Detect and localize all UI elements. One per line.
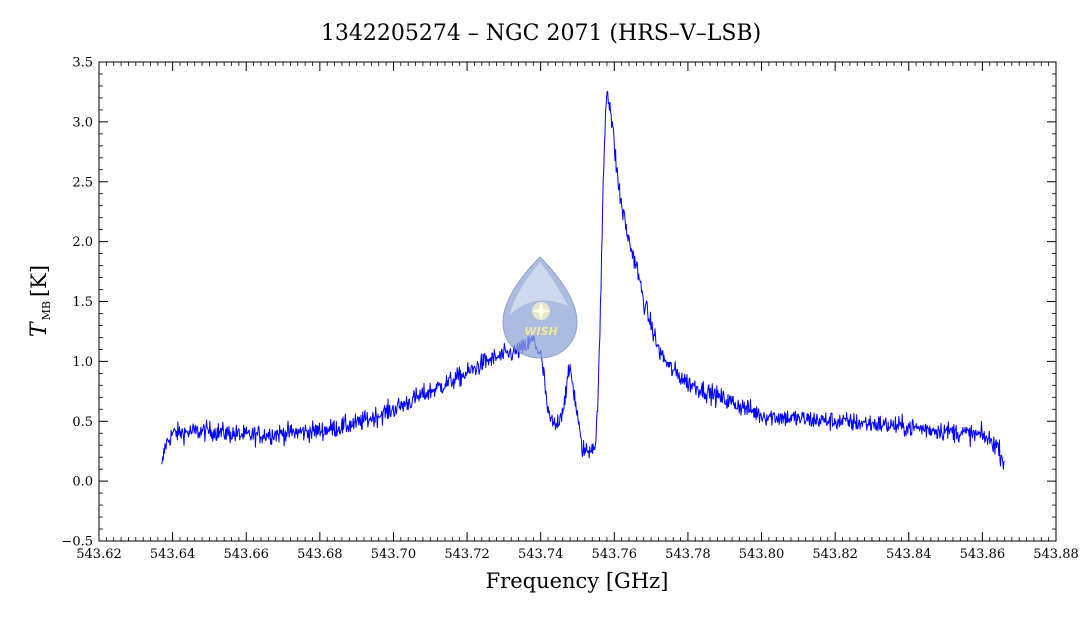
y-tick-label: 0.0 bbox=[72, 475, 93, 490]
y-tick-label: 3.0 bbox=[72, 115, 93, 130]
x-tick-label: 543.64 bbox=[150, 547, 196, 562]
x-tick-label: 543.88 bbox=[1033, 547, 1079, 562]
logo-highlight bbox=[510, 262, 568, 315]
y-axis-ticks: −0.5 0.0 0.5 1.0 1.5 2.0 2.5 3.0 3.5 bbox=[61, 56, 1056, 550]
svg-text:TMB[K]: TMB [K] bbox=[27, 265, 53, 337]
x-tick-label: 543.62 bbox=[76, 547, 122, 562]
wish-logo: WISH bbox=[502, 256, 578, 359]
y-tick-label: 0.5 bbox=[72, 415, 93, 430]
x-tick-label: 543.66 bbox=[223, 547, 269, 562]
x-tick-label: 543.70 bbox=[371, 547, 417, 562]
x-tick-label: 543.80 bbox=[739, 547, 785, 562]
series-line-0 bbox=[161, 90, 1005, 470]
y-tick-label: 1.5 bbox=[72, 295, 93, 310]
y-tick-label: 1.0 bbox=[72, 355, 93, 370]
y-tick-label: 2.0 bbox=[72, 235, 93, 250]
x-tick-label: 543.86 bbox=[960, 547, 1006, 562]
chart-title: 1342205274 – NGC 2071 (HRS–V–LSB) bbox=[321, 21, 761, 46]
x-tick-label: 543.78 bbox=[665, 547, 711, 562]
y-tick-label: 3.5 bbox=[72, 56, 93, 71]
x-axis-ticks: 543.62 543.64 543.66 543.68 543.70 543.72 543.… bbox=[76, 62, 1079, 562]
x-tick-label: 543.72 bbox=[444, 547, 490, 562]
x-axis-label: Frequency [GHz] bbox=[486, 569, 669, 593]
x-tick-label: 543.82 bbox=[812, 547, 858, 562]
series-layer bbox=[161, 90, 1005, 470]
x-tick-label: 543.84 bbox=[886, 547, 932, 562]
y-tick-label: 2.5 bbox=[72, 175, 93, 190]
y-axis-unit: [K] bbox=[27, 265, 51, 297]
y-axis-symbol: T bbox=[27, 320, 52, 337]
y-axis-label: TMB [K] bbox=[27, 265, 53, 337]
plot-frame bbox=[98, 61, 1057, 542]
y-tick-label: −0.5 bbox=[61, 535, 93, 550]
x-tick-label: 543.68 bbox=[297, 547, 343, 562]
x-tick-label: 543.76 bbox=[592, 547, 638, 562]
y-axis-subscript: MB bbox=[40, 301, 53, 320]
logo-text: WISH bbox=[524, 325, 557, 338]
logo-star-icon bbox=[532, 302, 550, 320]
x-tick-label: 543.74 bbox=[518, 547, 564, 562]
